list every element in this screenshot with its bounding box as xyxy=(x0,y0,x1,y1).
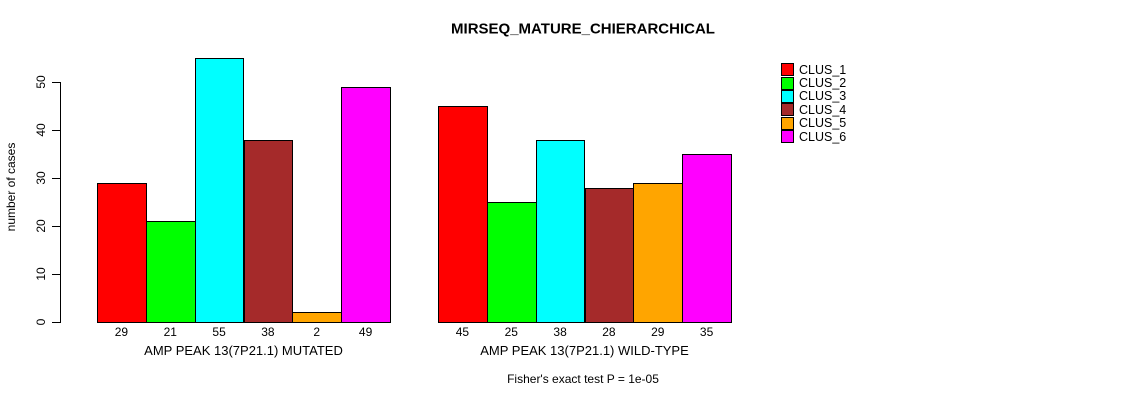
chart-title: MIRSEQ_MATURE_CHIERARCHICAL xyxy=(451,20,715,38)
legend-item-clus_3: CLUS_3 xyxy=(781,89,847,104)
group-label: AMP PEAK 13(7P21.1) WILD-TYPE xyxy=(480,343,689,358)
y-axis-tick xyxy=(52,274,60,275)
legend-item-clus_5: CLUS_5 xyxy=(781,116,847,131)
legend-item-clus_1: CLUS_1 xyxy=(781,62,847,77)
legend-label: CLUS_6 xyxy=(799,129,847,144)
legend-label: CLUS_5 xyxy=(799,116,847,131)
bar-value-label: 35 xyxy=(699,325,714,339)
legend-item-clus_4: CLUS_4 xyxy=(781,102,847,117)
legend-swatch-clus_2 xyxy=(781,76,794,90)
y-axis-tick xyxy=(52,178,60,179)
bar-clus_4-group-1 xyxy=(243,139,294,323)
legend-item-clus_6: CLUS_6 xyxy=(781,129,847,144)
y-axis-tick-label: 10 xyxy=(34,267,48,281)
legend-item-clus_2: CLUS_2 xyxy=(781,76,847,91)
bar-clus_3-group-1 xyxy=(194,58,245,323)
bar-value-label: 49 xyxy=(358,325,373,339)
y-axis-tick-label: 0 xyxy=(34,318,48,326)
legend: CLUS_1 CLUS_2 CLUS_3 CLUS_4 CLUS_5 CLUS_6 xyxy=(781,62,847,144)
bar-value-label: 29 xyxy=(114,325,129,339)
bar-value-label: 28 xyxy=(602,325,616,339)
legend-label: CLUS_3 xyxy=(799,89,847,104)
bar-clus_3-group-2 xyxy=(535,139,586,323)
legend-label: CLUS_2 xyxy=(799,76,847,91)
y-axis-tick xyxy=(52,82,60,83)
y-axis-tick xyxy=(52,322,60,323)
bar-value-label: 21 xyxy=(163,325,177,339)
bar-clus_5-group-1 xyxy=(292,312,343,323)
bar-value-label: 45 xyxy=(455,325,470,339)
y-axis-tick-label: 50 xyxy=(34,75,48,89)
legend-swatch-clus_3 xyxy=(781,89,794,103)
legend-label: CLUS_1 xyxy=(799,62,847,77)
y-axis-tick-label: 40 xyxy=(34,123,48,137)
bar-clus_4-group-2 xyxy=(584,187,635,323)
group-label: AMP PEAK 13(7P21.1) MUTATED xyxy=(144,343,343,358)
legend-swatch-clus_1 xyxy=(781,63,794,77)
bar-value-label: 38 xyxy=(553,325,567,339)
bar-clus_1-group-1 xyxy=(97,182,147,323)
bar-value-label: 25 xyxy=(504,325,518,339)
legend-swatch-clus_5 xyxy=(781,116,794,130)
legend-swatch-clus_6 xyxy=(781,130,794,144)
bar-clus_5-group-2 xyxy=(633,182,684,323)
bar-clus_2-group-1 xyxy=(145,221,196,323)
bar-clus_6-group-2 xyxy=(682,154,732,323)
bar-clus_6-group-1 xyxy=(341,86,391,323)
bar-value-label: 55 xyxy=(212,325,226,339)
bar-clus_1-group-2 xyxy=(438,106,488,323)
y-axis-tick-label: 30 xyxy=(34,171,48,185)
bar-value-label: 38 xyxy=(261,325,275,339)
bar-value-label: 2 xyxy=(313,325,321,339)
legend-swatch-clus_4 xyxy=(781,103,794,117)
y-axis-line xyxy=(60,82,61,323)
y-axis-tick xyxy=(52,130,60,131)
bar-value-label: 29 xyxy=(651,325,665,339)
legend-label: CLUS_4 xyxy=(799,102,847,117)
y-axis-tick xyxy=(52,226,60,227)
bar-clus_2-group-2 xyxy=(486,202,537,323)
footer-note: Fisher's exact test P = 1e-05 xyxy=(507,372,659,386)
y-axis-tick-label: 20 xyxy=(34,219,48,233)
